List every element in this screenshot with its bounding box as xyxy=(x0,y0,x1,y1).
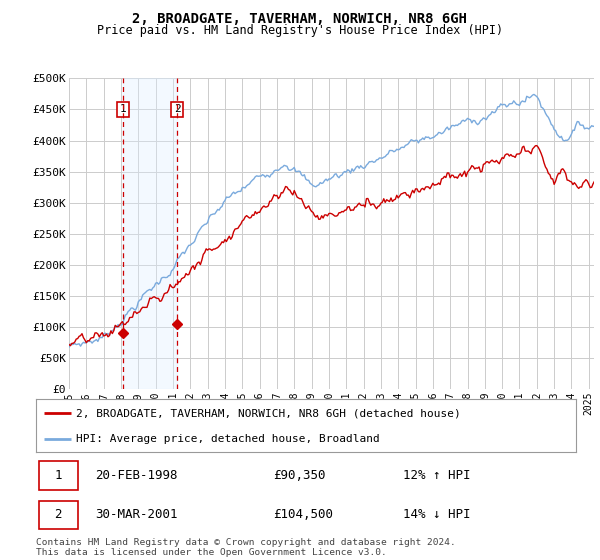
Text: 2, BROADGATE, TAVERHAM, NORWICH, NR8 6GH (detached house): 2, BROADGATE, TAVERHAM, NORWICH, NR8 6GH… xyxy=(77,408,461,418)
Text: 1: 1 xyxy=(120,105,127,114)
Text: 12% ↑ HPI: 12% ↑ HPI xyxy=(403,469,471,482)
Text: 14% ↓ HPI: 14% ↓ HPI xyxy=(403,508,471,521)
Text: £90,350: £90,350 xyxy=(274,469,326,482)
Bar xyxy=(123,78,177,389)
Text: 2: 2 xyxy=(174,105,181,114)
Text: £104,500: £104,500 xyxy=(274,508,334,521)
FancyBboxPatch shape xyxy=(39,461,77,490)
Text: 2: 2 xyxy=(55,508,62,521)
Text: 20-FEB-1998: 20-FEB-1998 xyxy=(95,469,178,482)
Text: Price paid vs. HM Land Registry's House Price Index (HPI): Price paid vs. HM Land Registry's House … xyxy=(97,24,503,37)
Text: 1: 1 xyxy=(55,469,62,482)
Text: 30-MAR-2001: 30-MAR-2001 xyxy=(95,508,178,521)
Text: 2, BROADGATE, TAVERHAM, NORWICH, NR8 6GH: 2, BROADGATE, TAVERHAM, NORWICH, NR8 6GH xyxy=(133,12,467,26)
FancyBboxPatch shape xyxy=(39,501,77,529)
Text: Contains HM Land Registry data © Crown copyright and database right 2024.
This d: Contains HM Land Registry data © Crown c… xyxy=(36,538,456,557)
Text: HPI: Average price, detached house, Broadland: HPI: Average price, detached house, Broa… xyxy=(77,433,380,444)
